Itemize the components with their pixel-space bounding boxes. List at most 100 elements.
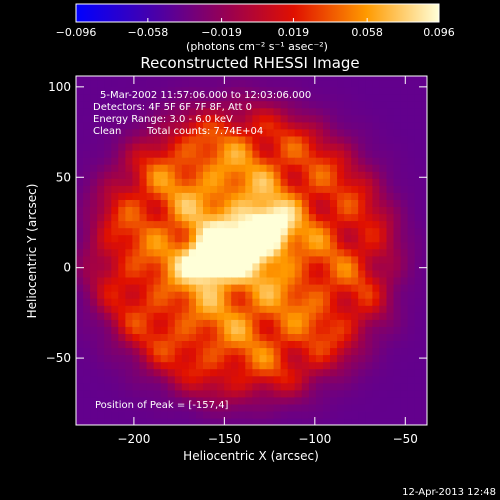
- heatmap-cell: [358, 178, 366, 186]
- heatmap-cell: [344, 199, 352, 207]
- heatmap-cell: [153, 121, 162, 130]
- heatmap-cell: [358, 213, 366, 222]
- heatmap-cell: [287, 234, 296, 243]
- heatmap-cell: [400, 185, 409, 193]
- heatmap-cell: [308, 410, 317, 419]
- heatmap-cell: [188, 220, 197, 229]
- heatmap-cell: [393, 93, 402, 102]
- heatmap-cell: [125, 354, 134, 363]
- heatmap-cell: [146, 234, 155, 243]
- heatmap-cell: [217, 298, 225, 306]
- heatmap-cell: [379, 269, 388, 278]
- heatmap-cell: [104, 93, 112, 102]
- heatmap-cell: [118, 269, 126, 278]
- heatmap-cell: [294, 340, 303, 349]
- heatmap-cell: [337, 185, 345, 193]
- heatmap-cell: [407, 220, 416, 229]
- heatmap-cell: [181, 305, 190, 313]
- heatmap-cell: [217, 150, 225, 158]
- heatmap-cell: [308, 192, 317, 200]
- heatmap-cell: [97, 375, 105, 384]
- heatmap-cell: [153, 213, 162, 222]
- heatmap-cell: [337, 319, 345, 327]
- heatmap-cell: [196, 164, 204, 172]
- heatmap-cell: [160, 206, 169, 215]
- heatmap-cell: [132, 79, 141, 88]
- heatmap-cell: [174, 333, 183, 341]
- heatmap-cell: [266, 361, 275, 370]
- heatmap-cell: [330, 227, 338, 236]
- heatmap-cell: [372, 185, 381, 193]
- heatmap-cell: [174, 178, 183, 186]
- heatmap-cell: [111, 375, 119, 384]
- heatmap-cell: [196, 100, 204, 109]
- heatmap-cell: [181, 185, 190, 193]
- heatmap-cell: [118, 354, 126, 363]
- heatmap-cell: [146, 410, 155, 419]
- heatmap-cell: [379, 206, 388, 215]
- heatmap-cell: [210, 403, 218, 412]
- heatmap-cell: [97, 276, 105, 285]
- heatmap-cell: [90, 361, 98, 370]
- heatmap-cell: [344, 114, 352, 123]
- heatmap-cell: [203, 298, 211, 306]
- heatmap-cell: [160, 79, 169, 88]
- heatmap-cell: [308, 276, 317, 285]
- heatmap-cell: [111, 284, 119, 292]
- heatmap-cell: [421, 255, 427, 264]
- heatmap-cell: [379, 107, 388, 116]
- heatmap-cell: [203, 199, 211, 207]
- heatmap-cell: [245, 403, 253, 412]
- heatmap-cell: [252, 396, 261, 405]
- heatmap-cell: [118, 305, 126, 313]
- heatmap-cell: [421, 114, 427, 123]
- heatmap-cell: [280, 312, 289, 320]
- heatmap-cell: [90, 76, 98, 81]
- heatmap-cell: [358, 114, 366, 123]
- heatmap-cell: [259, 185, 268, 193]
- heatmap-cell: [393, 164, 402, 172]
- heatmap-cell: [421, 86, 427, 95]
- heatmap-cell: [188, 312, 197, 320]
- heatmap-cell: [407, 354, 416, 363]
- heatmap-cell: [188, 298, 197, 306]
- heatmap-cell: [344, 192, 352, 200]
- heatmap-cell: [358, 333, 366, 341]
- heatmap-cell: [146, 389, 155, 398]
- heatmap-cell: [372, 213, 381, 222]
- heatmap-cell: [266, 389, 275, 398]
- heatmap-cell: [407, 107, 416, 116]
- heatmap-cell: [188, 206, 197, 215]
- heatmap-cell: [351, 220, 359, 229]
- heatmap-cell: [393, 255, 402, 264]
- heatmap-cell: [118, 157, 126, 165]
- heatmap-cell: [139, 417, 148, 425]
- heatmap-cell: [421, 326, 427, 334]
- heatmap-cell: [139, 284, 148, 292]
- heatmap-cell: [203, 93, 211, 102]
- heatmap-cell: [365, 185, 373, 193]
- heatmap-cell: [294, 100, 303, 109]
- heatmap-cell: [315, 93, 324, 102]
- heatmap-cell: [351, 361, 359, 370]
- heatmap-cell: [196, 178, 204, 186]
- heatmap-cell: [252, 100, 261, 109]
- heatmap-cell: [90, 326, 98, 334]
- heatmap-cell: [301, 410, 310, 419]
- heatmap-cell: [196, 255, 204, 264]
- heatmap-cell: [217, 178, 225, 186]
- heatmap-cell: [153, 128, 162, 137]
- heatmap-cell: [196, 417, 204, 425]
- heatmap-cell: [287, 213, 296, 222]
- heatmap-cell: [259, 340, 268, 349]
- heatmap-cell: [393, 79, 402, 88]
- heatmap-cell: [400, 291, 409, 299]
- heatmap-cell: [203, 150, 211, 158]
- heatmap-cell: [266, 76, 275, 81]
- heatmap-cell: [330, 128, 338, 137]
- heatmap-cell: [400, 410, 409, 419]
- heatmap-cell: [196, 192, 204, 200]
- heatmap-cell: [358, 157, 366, 165]
- heatmap-cell: [76, 319, 84, 327]
- heatmap-cell: [181, 269, 190, 278]
